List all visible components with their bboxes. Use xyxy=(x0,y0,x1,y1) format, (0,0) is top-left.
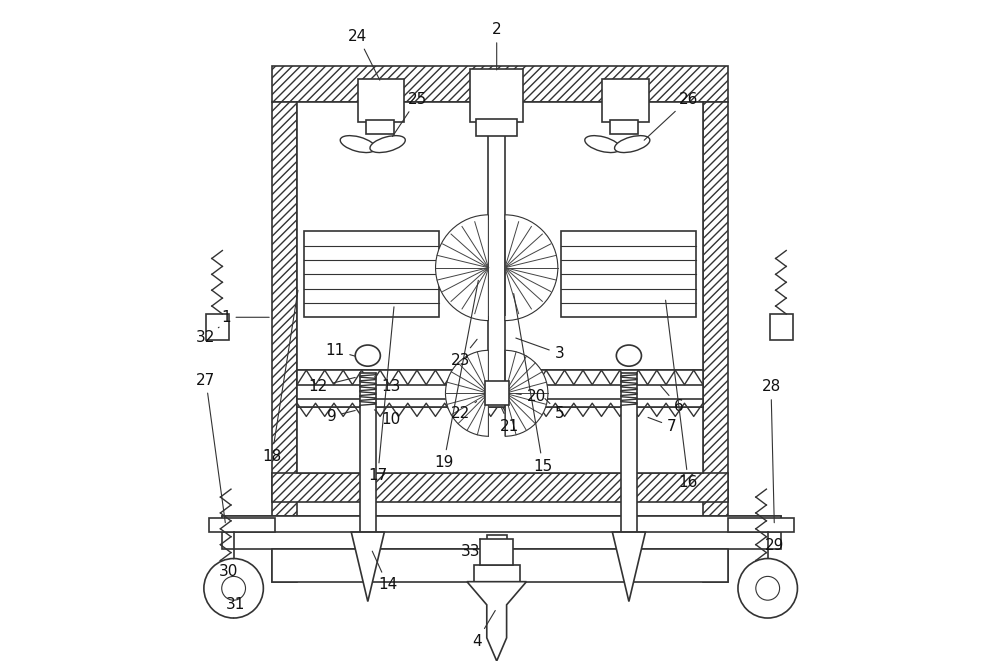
Bar xyxy=(470,69,523,122)
Wedge shape xyxy=(505,215,558,321)
Bar xyxy=(366,120,394,134)
Text: 14: 14 xyxy=(372,551,397,592)
Text: 1: 1 xyxy=(221,310,269,325)
Text: 5: 5 xyxy=(545,399,564,420)
Ellipse shape xyxy=(616,345,641,366)
Bar xyxy=(209,518,275,532)
Text: 28: 28 xyxy=(761,379,781,523)
Ellipse shape xyxy=(340,136,376,153)
Bar xyxy=(485,381,509,405)
Text: 11: 11 xyxy=(325,343,355,358)
Bar xyxy=(297,399,703,407)
Bar xyxy=(474,565,520,582)
Bar xyxy=(297,370,703,385)
Bar xyxy=(272,66,728,102)
Bar xyxy=(487,535,507,582)
Text: 12: 12 xyxy=(309,377,355,394)
Circle shape xyxy=(738,559,797,618)
Bar xyxy=(222,516,781,532)
Text: 20: 20 xyxy=(516,389,546,404)
Text: 13: 13 xyxy=(374,377,401,394)
Text: 6: 6 xyxy=(660,385,683,414)
Ellipse shape xyxy=(585,136,620,153)
Text: 24: 24 xyxy=(348,29,380,80)
Bar xyxy=(602,79,649,122)
Polygon shape xyxy=(612,532,645,602)
Circle shape xyxy=(756,576,780,600)
Bar xyxy=(561,231,696,317)
Text: 9: 9 xyxy=(327,409,355,424)
Text: 4: 4 xyxy=(472,611,495,648)
Bar xyxy=(750,567,772,575)
Bar xyxy=(488,86,505,407)
Text: 17: 17 xyxy=(368,307,394,483)
Text: 25: 25 xyxy=(392,92,427,137)
Bar xyxy=(728,518,794,532)
Bar xyxy=(214,567,237,575)
Ellipse shape xyxy=(615,136,650,153)
Text: 32: 32 xyxy=(196,327,219,344)
Text: 7: 7 xyxy=(648,417,677,434)
Ellipse shape xyxy=(355,345,380,366)
Text: 19: 19 xyxy=(434,280,478,470)
Polygon shape xyxy=(351,532,384,602)
Text: 3: 3 xyxy=(516,338,564,361)
Text: 10: 10 xyxy=(374,410,401,427)
Text: 27: 27 xyxy=(196,373,225,523)
Bar xyxy=(297,102,703,473)
Bar xyxy=(304,231,439,317)
Bar xyxy=(770,314,793,340)
Text: 15: 15 xyxy=(514,293,553,473)
Text: 23: 23 xyxy=(451,339,477,368)
Ellipse shape xyxy=(370,136,405,153)
Bar xyxy=(360,373,376,532)
Circle shape xyxy=(204,559,263,618)
Bar xyxy=(222,516,781,549)
Circle shape xyxy=(222,576,246,600)
Wedge shape xyxy=(436,215,488,321)
Bar xyxy=(272,473,728,502)
Text: 30: 30 xyxy=(219,559,239,579)
Text: 29: 29 xyxy=(765,538,784,559)
Bar xyxy=(272,549,728,582)
Text: 18: 18 xyxy=(262,290,298,463)
Wedge shape xyxy=(445,350,488,436)
Bar xyxy=(358,79,404,122)
Bar xyxy=(476,119,517,136)
Bar xyxy=(621,373,637,532)
Text: 33: 33 xyxy=(461,539,480,559)
Bar xyxy=(272,102,297,582)
Text: 21: 21 xyxy=(500,407,520,434)
Text: 2: 2 xyxy=(492,22,502,70)
Bar xyxy=(703,102,728,582)
Bar xyxy=(480,539,513,565)
Bar xyxy=(297,370,703,407)
Text: 16: 16 xyxy=(666,300,698,490)
Polygon shape xyxy=(467,582,526,661)
Text: 31: 31 xyxy=(226,598,245,618)
Bar xyxy=(206,314,229,340)
Text: 22: 22 xyxy=(451,401,477,420)
Bar xyxy=(610,120,638,134)
Text: 26: 26 xyxy=(644,92,698,140)
Wedge shape xyxy=(505,350,548,436)
